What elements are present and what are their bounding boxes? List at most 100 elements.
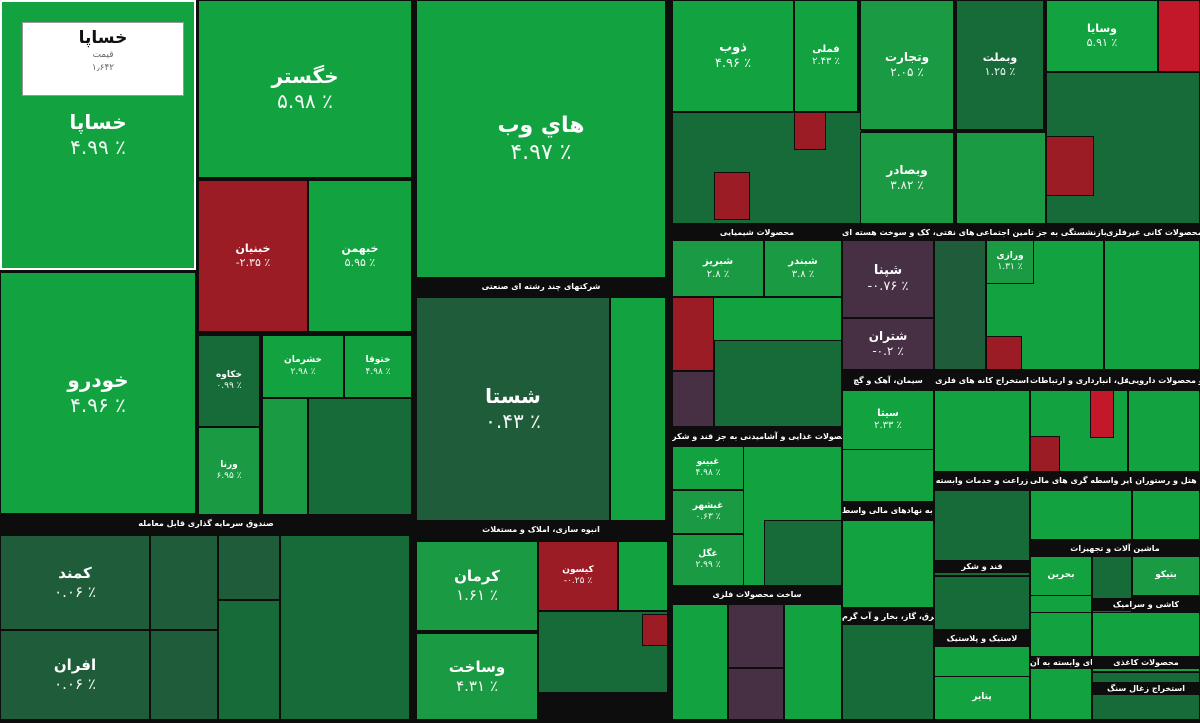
tile-kamand[interactable]: کمند ۰.۰۶ ٪ xyxy=(0,535,150,630)
tile-change: ۱.۶۱ ٪ xyxy=(456,586,498,604)
treemap-small-tile[interactable] xyxy=(714,172,750,220)
treemap-small-tile[interactable] xyxy=(218,600,280,720)
tile-zob[interactable]: ذوب ۴.۹۶ ٪ xyxy=(672,0,794,112)
tile-change: ۴.۹۷ ٪ xyxy=(510,140,572,165)
tile-khkaveh[interactable]: خکاوه ۰.۹۹ ٪ xyxy=(198,335,260,427)
treemap-small-tile[interactable] xyxy=(150,630,218,720)
tile-vsakht[interactable]: وساخت ۴.۳۱ ٪ xyxy=(416,633,538,720)
tile-khodro[interactable]: خودرو ۴.۹۶ ٪ xyxy=(0,272,196,514)
tile-change: ۰.۴۳ ٪ xyxy=(485,409,541,433)
tile-change: ۲.۳۳ ٪ xyxy=(874,420,902,431)
sector-label: زراعت و خدمات وابسته xyxy=(934,474,1030,487)
tile-symbol: بتیکو xyxy=(1155,570,1177,581)
tile-vsapa[interactable]: وسايا ۵.۹۱ ٪ xyxy=(1046,0,1158,72)
tile-fameli[interactable]: فملی ۲.۴۳ ٪ xyxy=(794,0,858,112)
treemap-small-tile[interactable] xyxy=(642,614,668,646)
tile-symbol: شتران xyxy=(868,329,908,343)
tile-vtejarat[interactable]: وتجارت ۲.۰۵ ٪ xyxy=(860,0,954,130)
tile-varna[interactable]: ورنا ۶.۹۵ ٪ xyxy=(198,427,260,515)
treemap-small-tile[interactable] xyxy=(714,340,842,427)
sector-label: شرکتهای چند رشته ای صنعتی xyxy=(416,280,666,293)
treemap-small-tile[interactable] xyxy=(672,371,714,427)
tile-symbol: هاي وب xyxy=(497,112,585,138)
treemap-small-tile[interactable] xyxy=(610,297,666,521)
tile-symbol: خبنیان xyxy=(235,242,271,256)
treemap-small-tile[interactable] xyxy=(1046,136,1094,196)
tile-highweb[interactable]: هاي وب ۴.۹۷ ٪ xyxy=(416,0,666,278)
tile-change: -۰.۲۵ ٪ xyxy=(563,576,593,586)
tile-symbol: بحرين xyxy=(1047,570,1075,581)
treemap-small-tile[interactable] xyxy=(218,535,280,600)
tile-ghgol[interactable]: غگل ۲.۹۹ ٪ xyxy=(672,534,744,586)
tile-change: ۰.۰۶ ٪ xyxy=(54,675,96,693)
sector-label: رایانه و فعالیت های وابسته به آن xyxy=(1030,656,1092,669)
tile-varazi[interactable]: ورازی ۱.۳۱ ٪ xyxy=(986,240,1034,284)
sector-label: بیمه وصندوق بازنشستگی به جز تامین اجتماع… xyxy=(976,226,1106,239)
treemap-small-tile[interactable] xyxy=(1090,390,1114,438)
tile-change: ۳.۸ ٪ xyxy=(791,268,815,280)
tile-afran[interactable]: افران ۰.۰۶ ٪ xyxy=(0,630,150,720)
tile-symbol: پتایر xyxy=(972,692,992,703)
treemap-small-tile[interactable] xyxy=(728,604,784,668)
treemap-small-tile[interactable] xyxy=(150,535,218,630)
tile-khtooga[interactable]: ختوقا ۴.۹۸ ٪ xyxy=(344,335,412,398)
treemap-small-tile[interactable] xyxy=(794,112,826,150)
tile-change: -۰.۷۶ ٪ xyxy=(867,279,909,294)
treemap-small-tile[interactable] xyxy=(1092,672,1200,720)
treemap-small-tile[interactable] xyxy=(672,297,714,371)
tile-kerman[interactable]: کرمان ۱.۶۱ ٪ xyxy=(416,541,538,631)
tile-change: ۵.۹۱ ٪ xyxy=(1086,36,1118,49)
tile-vbmellat[interactable]: وبملت ۱.۲۵ ٪ xyxy=(956,0,1044,130)
tile-symbol: خکاوه xyxy=(215,369,242,380)
tile-change: ۱.۲۵ ٪ xyxy=(984,65,1016,78)
treemap-small-tile[interactable] xyxy=(956,132,1046,224)
tile-ptayer[interactable]: پتایر xyxy=(934,676,1030,720)
tile-sita[interactable]: سیتا ۲.۳۳ ٪ xyxy=(842,390,934,450)
treemap-small-tile[interactable] xyxy=(842,520,934,608)
tile-shetran[interactable]: شتران -۰.۲ ٪ xyxy=(842,318,934,370)
sector-label: صندوق سرمایه گذاری قابل معامله xyxy=(0,517,412,530)
sector-label: ساخت محصولات فلزی xyxy=(672,588,842,601)
treemap-small-tile[interactable] xyxy=(1158,0,1200,72)
sector-label: قند و شکر xyxy=(934,560,1030,573)
treemap-small-tile[interactable] xyxy=(672,112,862,224)
tile-change: ۰.۰۶ ٪ xyxy=(54,582,96,601)
tile-change: ۲.۴۳ ٪ xyxy=(812,56,840,67)
treemap-small-tile[interactable] xyxy=(728,668,784,720)
tile-symbol: غبینو xyxy=(696,456,720,467)
tile-ghbshahr[interactable]: غبشهر ۰.۶۳ ٪ xyxy=(672,490,744,534)
treemap-small-tile[interactable] xyxy=(986,336,1022,370)
treemap-small-tile[interactable] xyxy=(1132,490,1200,540)
treemap-small-tile[interactable] xyxy=(934,576,1030,630)
tile-bahrain[interactable]: بحرين xyxy=(1030,556,1092,596)
tile-kayson[interactable]: کیسون -۰.۲۵ ٪ xyxy=(538,541,618,611)
treemap-small-tile[interactable] xyxy=(672,604,728,720)
tile-khbahman[interactable]: خبهمن ۵.۹۵ ٪ xyxy=(308,180,412,332)
tile-vbsader[interactable]: وبصادر ۳.۸۲ ٪ xyxy=(860,132,954,224)
treemap-small-tile[interactable] xyxy=(842,624,934,720)
treemap-small-tile[interactable] xyxy=(308,398,412,515)
tile-shasta[interactable]: شستا ۰.۴۳ ٪ xyxy=(416,297,610,521)
tile-khbonyan[interactable]: خبنیان -۲.۳۵ ٪ xyxy=(198,180,308,332)
tile-khgostar[interactable]: خگستر ۵.۹۸ ٪ xyxy=(198,0,412,178)
tile-shbriz[interactable]: شبریز ۲.۸ ٪ xyxy=(672,240,764,297)
tile-ghbino[interactable]: غبینو ۴.۹۸ ٪ xyxy=(672,446,744,490)
treemap-small-tile[interactable] xyxy=(934,390,1030,472)
treemap-small-tile[interactable] xyxy=(618,541,668,611)
treemap-small-tile[interactable] xyxy=(262,398,308,515)
treemap-small-tile[interactable] xyxy=(934,240,986,370)
treemap-small-tile[interactable] xyxy=(1104,240,1200,370)
tile-btiko[interactable]: بتیکو xyxy=(1132,556,1200,596)
treemap-small-tile[interactable] xyxy=(280,535,410,720)
treemap-small-tile[interactable] xyxy=(1030,490,1132,540)
sector-label: استخراج زغال سنگ xyxy=(1092,682,1200,695)
tile-khsharman[interactable]: خشرمان ۲.۹۸ ٪ xyxy=(262,335,344,398)
tile-shbandar[interactable]: شبندر ۳.۸ ٪ xyxy=(764,240,842,297)
treemap-small-tile[interactable] xyxy=(764,520,842,586)
treemap-small-tile[interactable] xyxy=(1030,436,1060,472)
treemap-small-tile[interactable] xyxy=(784,604,842,720)
treemap-small-tile[interactable] xyxy=(1128,390,1200,472)
tile-symbol: افران xyxy=(53,656,97,675)
sector-label: مواد و محصولات دارویی xyxy=(1128,374,1200,387)
tile-shapna[interactable]: شپنا -۰.۷۶ ٪ xyxy=(842,240,934,318)
